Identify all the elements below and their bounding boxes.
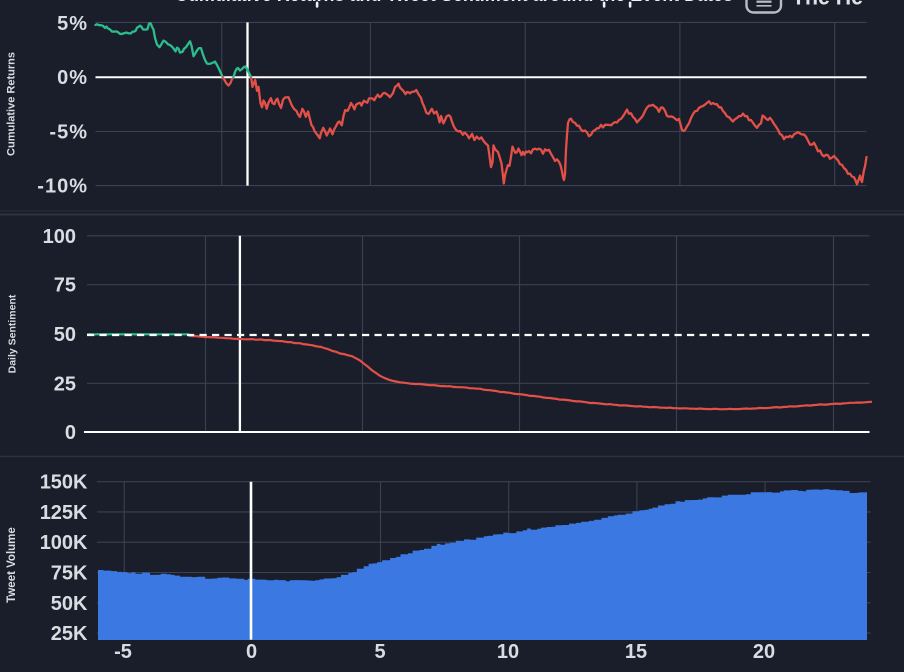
- svg-text:100: 100: [43, 226, 76, 248]
- svg-text:50: 50: [54, 324, 76, 346]
- svg-text:-5%: -5%: [49, 122, 88, 144]
- svg-text:0: 0: [246, 641, 257, 663]
- svg-text:5: 5: [374, 641, 385, 663]
- svg-text:Daily Sentiment: Daily Sentiment: [7, 294, 19, 373]
- svg-text:Cumulative Returns: Cumulative Returns: [6, 52, 18, 156]
- svg-text:100K: 100K: [40, 532, 88, 554]
- svg-text:15: 15: [625, 641, 647, 663]
- svg-text:20: 20: [753, 641, 775, 663]
- svg-text:75: 75: [54, 275, 76, 297]
- svg-text:Tweet Volume: Tweet Volume: [6, 527, 18, 603]
- svg-text:50K: 50K: [51, 593, 88, 615]
- svg-text:75K: 75K: [51, 563, 88, 585]
- svg-text:0: 0: [65, 422, 76, 444]
- svg-text:25K: 25K: [51, 623, 88, 645]
- svg-text:-5: -5: [114, 641, 132, 663]
- svg-text:125K: 125K: [40, 502, 88, 524]
- svg-text:5%: 5%: [57, 13, 88, 35]
- svg-text:25: 25: [54, 373, 76, 395]
- svg-text:The He: The He: [792, 0, 863, 11]
- svg-text:10: 10: [497, 641, 519, 663]
- svg-text:0%: 0%: [57, 67, 88, 89]
- svg-text:150K: 150K: [40, 472, 88, 494]
- svg-text:-10%: -10%: [37, 176, 88, 198]
- svg-text:Cumulative Returns and Tweet S: Cumulative Returns and Tweet Sentiment a…: [175, 0, 733, 6]
